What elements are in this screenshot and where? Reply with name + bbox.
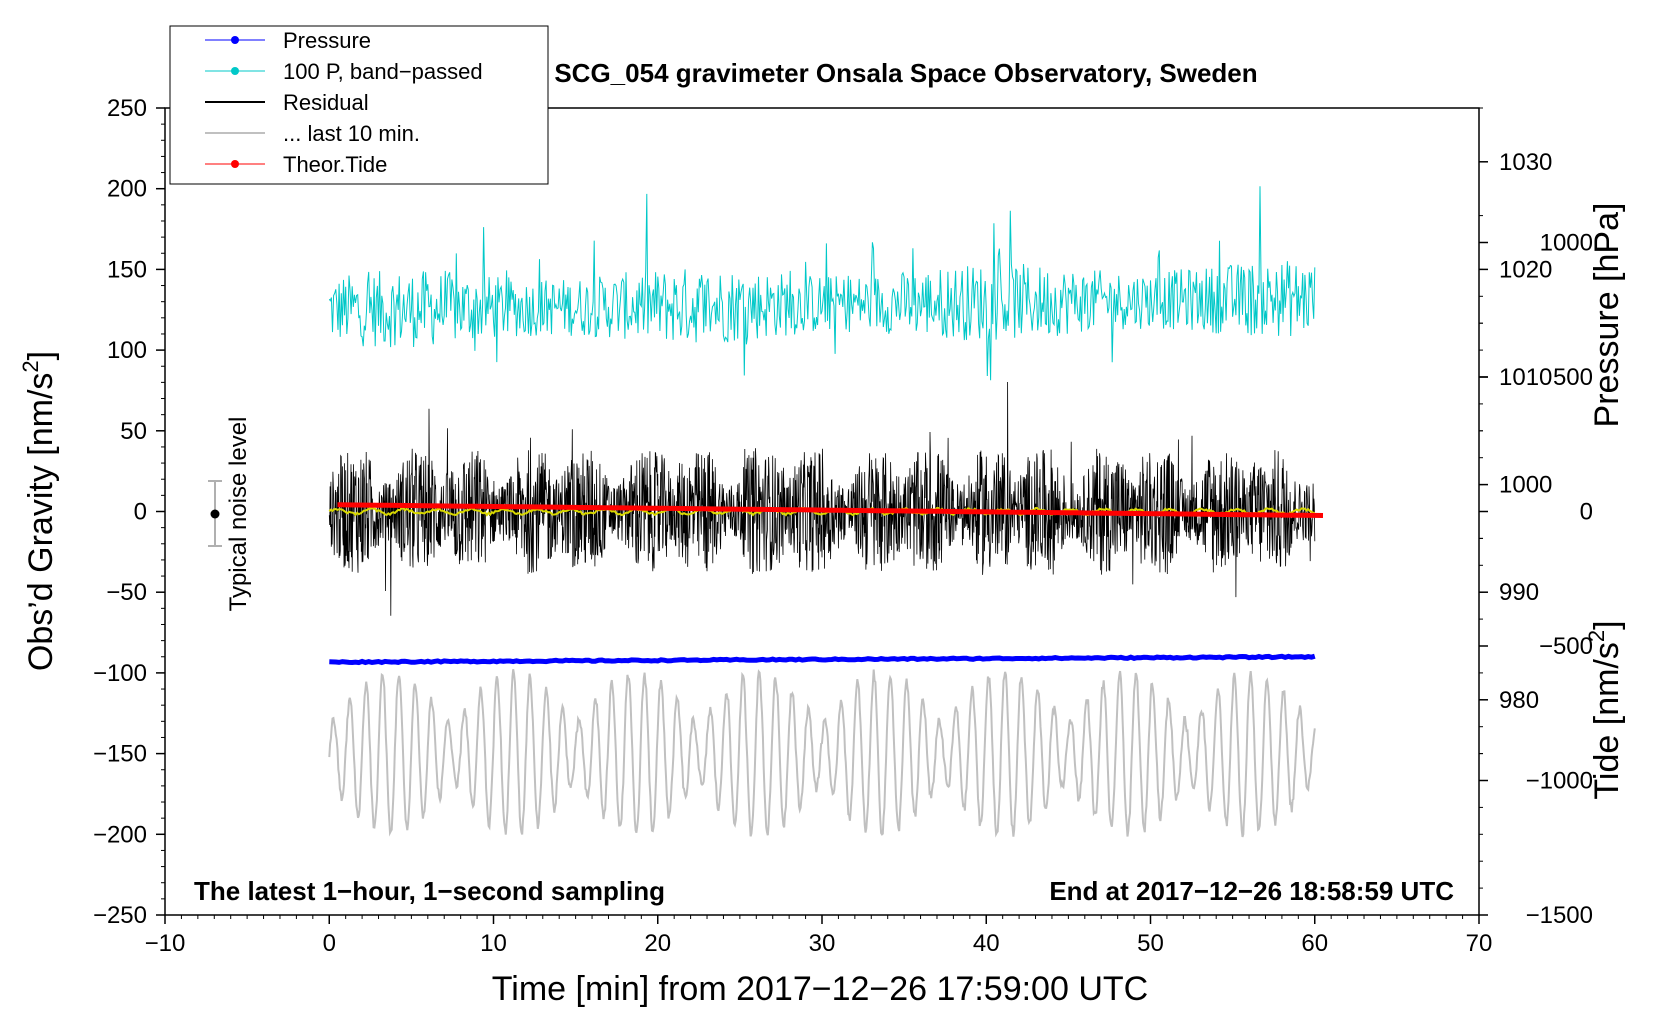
x-tick-label-1: 0	[323, 930, 336, 957]
y-pressure-tick-label-0: 1030	[1499, 149, 1552, 176]
x-tick-label-5: 40	[973, 930, 1000, 957]
x-axis-title: Time [min] from 2017−12−26 17:59:00 UTC	[492, 970, 1148, 1008]
annotation-sampling: The latest 1−hour, 1−second sampling	[194, 876, 665, 906]
series-layer	[328, 186, 1324, 838]
y-tide-tick-label-3: −500	[1539, 633, 1593, 660]
legend-item-pressure: Pressure	[205, 28, 371, 53]
x-tick-label-0: −10	[145, 930, 186, 957]
y-left-tick-label-4: 50	[120, 418, 147, 445]
y-axis-title-left-sup: 2	[18, 360, 43, 372]
y-tide-tick-label-4: −1000	[1526, 768, 1593, 795]
legend-label-residual: Residual	[283, 90, 369, 115]
series-last10	[328, 669, 1316, 838]
y-tide-tick-label-2: 0	[1580, 499, 1593, 526]
legend-marker-pressure	[231, 36, 239, 44]
legend-label-last10: ... last 10 min.	[283, 121, 420, 146]
y-pressure-tick-label-4: 990	[1499, 579, 1539, 606]
legend-label-tide: Theor.Tide	[283, 152, 387, 177]
y-left-tick-label-5: 0	[134, 499, 147, 526]
x-tick-label-6: 50	[1137, 930, 1164, 957]
y-left-tick-label-0: 250	[107, 95, 147, 122]
noise-marker-label: Typical noise level	[225, 417, 252, 612]
legend-box	[169, 25, 549, 185]
y-left-tick-label-1: 200	[107, 176, 147, 203]
x-tick-label-7: 60	[1301, 930, 1328, 957]
y-axis-title-tide: Tide [nm/s2]	[1584, 620, 1626, 799]
chart-title: SCG_054 gravimeter Onsala Space Observat…	[554, 58, 1257, 88]
y-tide-tick-label-1: 500	[1553, 364, 1593, 391]
legend-marker-tide	[231, 160, 239, 168]
y-left-tick-label-8: −150	[93, 741, 147, 768]
y-tide-tick-label-0: 1000	[1540, 230, 1593, 257]
y-axis-title-tide-main: Tide [nm/s	[1588, 642, 1626, 799]
series-pressure	[329, 653, 1316, 666]
legend-label-pressure: Pressure	[283, 28, 371, 53]
series-bandpassed	[328, 186, 1316, 381]
legend-item-bandpassed: 100 P, band−passed	[205, 59, 483, 84]
ticks-layer: −10 0 10 20 30 40 50 60 70250200150100500−50−100…	[93, 95, 1593, 957]
y-left-tick-label-7: −100	[93, 660, 147, 687]
x-tick-label-4: 30	[809, 930, 836, 957]
y-axis-title-pressure: Pressure [hPa]	[1588, 203, 1626, 428]
series-tide	[337, 502, 1324, 518]
y-axis-title-left: Obs’d Gravity [nm/s2]	[18, 351, 60, 671]
y-axis-title-left-end: ]	[22, 351, 60, 360]
y-pressure-tick-label-1: 1020	[1499, 256, 1552, 283]
legend-marker-bandpassed	[231, 67, 239, 75]
y-axis-title-left-main: Obs’d Gravity [nm/s	[22, 373, 60, 672]
x-tick-label-2: 10	[480, 930, 507, 957]
y-axis-title-tide-sup: 2	[1584, 630, 1609, 642]
y-left-tick-label-6: −50	[106, 579, 147, 606]
y-pressure-tick-label-3: 1000	[1499, 472, 1552, 499]
y-left-tick-label-3: 100	[107, 337, 147, 364]
legend-label-bandpassed: 100 P, band−passed	[283, 59, 483, 84]
series-residual	[328, 381, 1316, 616]
noise-marker: Typical noise level	[208, 417, 252, 612]
legend-item-residual: Residual	[205, 90, 369, 115]
x-tick-label-8: 70	[1466, 930, 1493, 957]
legend: Pressure 100 P, band−passed Residual ...…	[169, 25, 549, 185]
noise-dot	[210, 509, 220, 519]
y-pressure-tick-label-5: 980	[1499, 687, 1539, 714]
y-pressure-tick-label-2: 1010	[1499, 364, 1552, 391]
x-tick-label-3: 20	[644, 930, 671, 957]
y-left-tick-label-2: 150	[107, 256, 147, 283]
y-left-tick-label-9: −200	[93, 821, 147, 848]
y-tide-tick-label-5: −1500	[1526, 902, 1593, 929]
annotation-end-time: End at 2017−12−26 18:58:59 UTC	[1049, 876, 1454, 906]
y-axis-title-tide-end: ]	[1588, 620, 1626, 629]
y-left-tick-label-10: −250	[93, 902, 147, 929]
legend-item-tide: Theor.Tide	[205, 152, 387, 177]
legend-item-last10: ... last 10 min.	[205, 121, 420, 146]
